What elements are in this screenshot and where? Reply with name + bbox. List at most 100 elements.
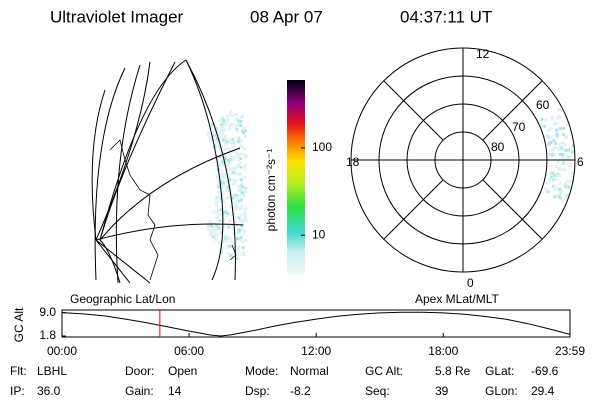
pixel <box>219 208 223 212</box>
pixel <box>564 135 568 139</box>
pixel <box>552 139 556 143</box>
pixel <box>217 179 221 183</box>
pixel <box>225 213 229 217</box>
pixel <box>238 228 242 232</box>
pixel <box>237 189 241 193</box>
pixel <box>236 154 240 158</box>
pixel <box>235 257 239 261</box>
map-label: Geographic Lat/Lon <box>70 292 175 306</box>
pixel <box>237 158 241 162</box>
pixel <box>215 216 219 220</box>
pixel <box>557 194 561 198</box>
pixel <box>216 181 220 185</box>
pixel <box>209 138 213 142</box>
pixel <box>237 173 241 177</box>
pixel <box>235 128 239 132</box>
pixel <box>228 151 232 155</box>
pixel <box>224 122 228 126</box>
pixel <box>544 118 548 122</box>
pixel <box>222 138 226 142</box>
pixel <box>561 153 565 157</box>
pixel <box>239 187 243 191</box>
pixel <box>572 171 576 175</box>
field-label: Flt: <box>10 364 27 378</box>
pixel <box>232 231 236 235</box>
pixel <box>548 164 552 168</box>
pixel <box>549 175 553 179</box>
pixel <box>222 136 226 140</box>
pixel <box>215 154 219 158</box>
pixel <box>555 132 559 136</box>
pixel <box>236 247 240 251</box>
pixel <box>232 217 236 221</box>
pixel <box>564 122 568 126</box>
pixel <box>207 223 211 227</box>
pixel <box>214 154 218 158</box>
pixel <box>218 193 222 197</box>
pixel <box>566 148 570 152</box>
pixel <box>569 179 573 183</box>
pixel <box>235 250 239 254</box>
pixel <box>214 156 218 160</box>
pixel <box>225 208 229 212</box>
pixel <box>219 173 223 177</box>
pixel <box>562 161 566 165</box>
pixel <box>227 178 231 182</box>
pixel <box>240 182 244 186</box>
pixel <box>229 253 233 257</box>
pixel <box>544 134 548 138</box>
pixel <box>213 133 217 137</box>
pixel <box>553 184 557 188</box>
pixel <box>235 195 239 199</box>
pixel <box>560 200 564 204</box>
pixel <box>222 144 226 148</box>
pixel <box>556 160 560 164</box>
pixel <box>239 204 243 208</box>
pixel <box>220 123 224 127</box>
pixel <box>228 112 232 116</box>
pixel <box>231 200 235 204</box>
pixel <box>554 145 558 149</box>
pixel <box>222 239 226 243</box>
pixel <box>552 178 556 182</box>
pixel <box>233 149 237 153</box>
pixel <box>546 190 550 194</box>
pixel <box>244 154 248 158</box>
pixel <box>228 124 232 128</box>
pixel <box>217 212 221 216</box>
field-value: 5.8 Re <box>435 364 471 378</box>
pixel <box>239 139 243 143</box>
pixel <box>558 187 562 191</box>
title: Ultraviolet Imager <box>50 7 184 26</box>
pixel <box>241 153 245 157</box>
pixel <box>235 199 239 203</box>
polar-label: Apex MLat/MLT <box>415 292 499 306</box>
pixel <box>562 126 566 130</box>
pixel <box>553 187 557 191</box>
pixel <box>231 144 235 148</box>
pixel <box>211 131 215 135</box>
pixel <box>240 224 244 228</box>
pixel <box>208 127 212 131</box>
pixel <box>225 196 229 200</box>
pixel <box>565 179 569 183</box>
pixel <box>234 172 238 176</box>
pixel <box>235 224 239 228</box>
pixel <box>229 158 233 162</box>
field-label: Gain: <box>125 384 154 398</box>
date: 08 Apr 07 <box>250 7 323 26</box>
y-tick-label: 9.0 <box>39 305 56 319</box>
pixel <box>242 127 246 131</box>
pixel <box>225 163 229 167</box>
pixel <box>232 143 236 147</box>
pixel <box>230 123 234 127</box>
pixel <box>562 133 566 137</box>
pixel <box>234 203 238 207</box>
pixel <box>206 225 210 229</box>
pixel <box>229 110 233 114</box>
pixel <box>549 135 553 139</box>
pixel <box>216 209 220 213</box>
pixel <box>553 195 557 199</box>
pixel <box>550 153 554 157</box>
pixel <box>564 184 568 188</box>
